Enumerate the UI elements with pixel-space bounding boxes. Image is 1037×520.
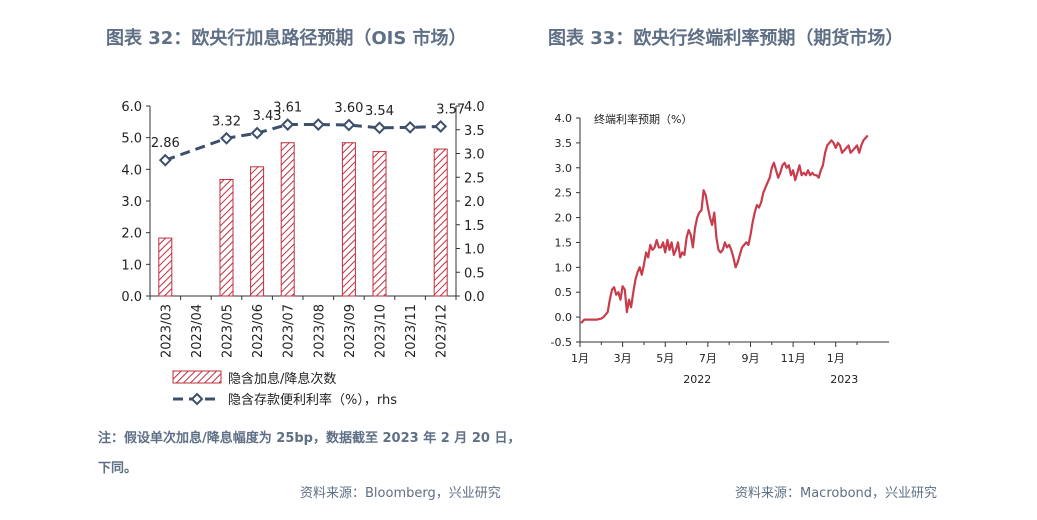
x-tick-label: 7月 [699, 352, 717, 365]
x-tick-label: 5月 [656, 352, 674, 365]
bar [219, 178, 234, 297]
legend-bar-swatch [172, 370, 222, 384]
right-y-tick-label: 4.0 [464, 100, 485, 115]
terminal-rate-futures-chart: -0.5 0.0 0.5 1.0 1.5 2.0 2.5 3.0 3.5 4.0 1月 3月 5月 7月 9… [0, 0, 939, 386]
y-tick-label: 1.5 [555, 236, 573, 249]
right-y-tick-label: 2.5 [464, 171, 485, 186]
terminal-rate-line [580, 134, 869, 324]
rate-data-label: 3.57 [436, 102, 465, 117]
left-chart-title: 图表 32：欧央行加息路径预期（OIS 市场） [106, 28, 467, 49]
right-source-text: 资料来源：Macrobond，兴业研究 [735, 486, 938, 501]
rate-marker [403, 120, 417, 134]
bar [250, 166, 265, 297]
rate-marker [281, 118, 295, 131]
left-y-tick-label: 5.0 [121, 132, 142, 147]
x-tick-label: 2023/10 [374, 304, 389, 358]
left-y-tick-label: 6.0 [121, 100, 142, 115]
x-tick-label: 2023/09 [343, 304, 358, 358]
value-callout-label: 3.65 [910, 0, 939, 4]
right-chart-title: 图表 33：欧央行终端利率预期（期货市场） [548, 28, 904, 49]
rate-data-label: 3.43 [253, 109, 282, 124]
footnote: 注：假设单次加息/降息幅度为 25bp，数据截至 2023 年 2 月 20 日… [98, 431, 521, 476]
left-source-text: 资料来源：Bloomberg，兴业研究 [300, 486, 501, 501]
right-y-tick-label: 3.0 [464, 148, 485, 163]
legend-line-label: 隐含存款便利利率（%），rhs [228, 392, 397, 408]
left-y-tick-label: 3.0 [121, 195, 142, 210]
x-tick-label: 3月 [614, 352, 632, 365]
right-y-tick-label: 0.5 [464, 266, 485, 281]
rate-marker [373, 121, 386, 135]
x-tick-label: 1月 [827, 352, 845, 365]
rate-marker [342, 118, 356, 132]
rate-marker [311, 118, 325, 131]
bar [280, 142, 295, 297]
bar [341, 142, 356, 297]
left-y-tick-label: 4.0 [121, 163, 142, 178]
ois-rate-path-chart: 0.0 1.0 2.0 3.0 4.0 5.0 6.0 0.0 0.5 1.0 1.5 2.0 2.5 3… [121, 100, 485, 408]
right-y-tick-label: 0.0 [464, 290, 485, 305]
rate-marker [434, 120, 448, 133]
rate-line [164, 123, 441, 162]
bar [372, 151, 387, 297]
y-tick-label: 0.5 [555, 286, 573, 299]
right-y-tick-label: 1.5 [464, 219, 485, 234]
y-tick-label: 0.0 [555, 311, 573, 324]
x-tick-label: 2023/12 [435, 304, 450, 358]
y-tick-label: -0.5 [551, 336, 572, 349]
right-y-tick-label: 3.5 [464, 124, 485, 139]
x-tick-label: 2023/06 [251, 304, 266, 358]
x-tick-label: 2023/11 [404, 304, 419, 358]
rate-marker [158, 153, 172, 167]
y-tick-label: 1.0 [555, 261, 573, 274]
left-y-tick-label: 2.0 [121, 227, 142, 242]
x-tick-label: 1月 [571, 352, 589, 365]
rate-marker [220, 131, 233, 145]
y-tick-label: 4.0 [555, 112, 573, 125]
x-tick-label: 2023/03 [159, 304, 174, 358]
y-tick-label: 2.5 [555, 187, 573, 200]
right-y-tick-label: 1.0 [464, 243, 485, 258]
x-tick-label: 2023/04 [190, 304, 205, 358]
left-y-tick-label: 1.0 [121, 258, 142, 273]
legend-bar-label: 隐含加息/降息次数 [228, 371, 336, 387]
right-y-tick-label: 2.0 [464, 195, 485, 210]
left-y-tick-label: 0.0 [121, 290, 142, 305]
year-label: 2023 [830, 373, 858, 386]
bar [158, 237, 173, 297]
rate-data-label: 3.60 [334, 101, 363, 116]
x-tick-label: 2023/07 [282, 304, 297, 358]
rate-data-label: 2.86 [151, 136, 180, 151]
x-tick-label: 11月 [781, 352, 806, 365]
year-label: 2022 [683, 373, 711, 386]
bar [433, 148, 448, 297]
legend-line-marker [190, 392, 204, 406]
rate-marker [250, 126, 264, 140]
y-tick-label: 3.0 [555, 162, 573, 175]
chart-inner-title: 终端利率预期（%） [594, 112, 692, 126]
rate-data-label: 3.54 [365, 104, 394, 119]
rate-data-label: 3.61 [273, 101, 302, 116]
rate-data-label: 3.32 [212, 114, 241, 129]
x-tick-label: 2023/05 [221, 304, 236, 358]
x-tick-label: 9月 [741, 352, 759, 365]
y-tick-label: 3.5 [555, 137, 573, 150]
x-tick-label: 2023/08 [312, 304, 327, 358]
y-tick-label: 2.0 [555, 212, 573, 225]
